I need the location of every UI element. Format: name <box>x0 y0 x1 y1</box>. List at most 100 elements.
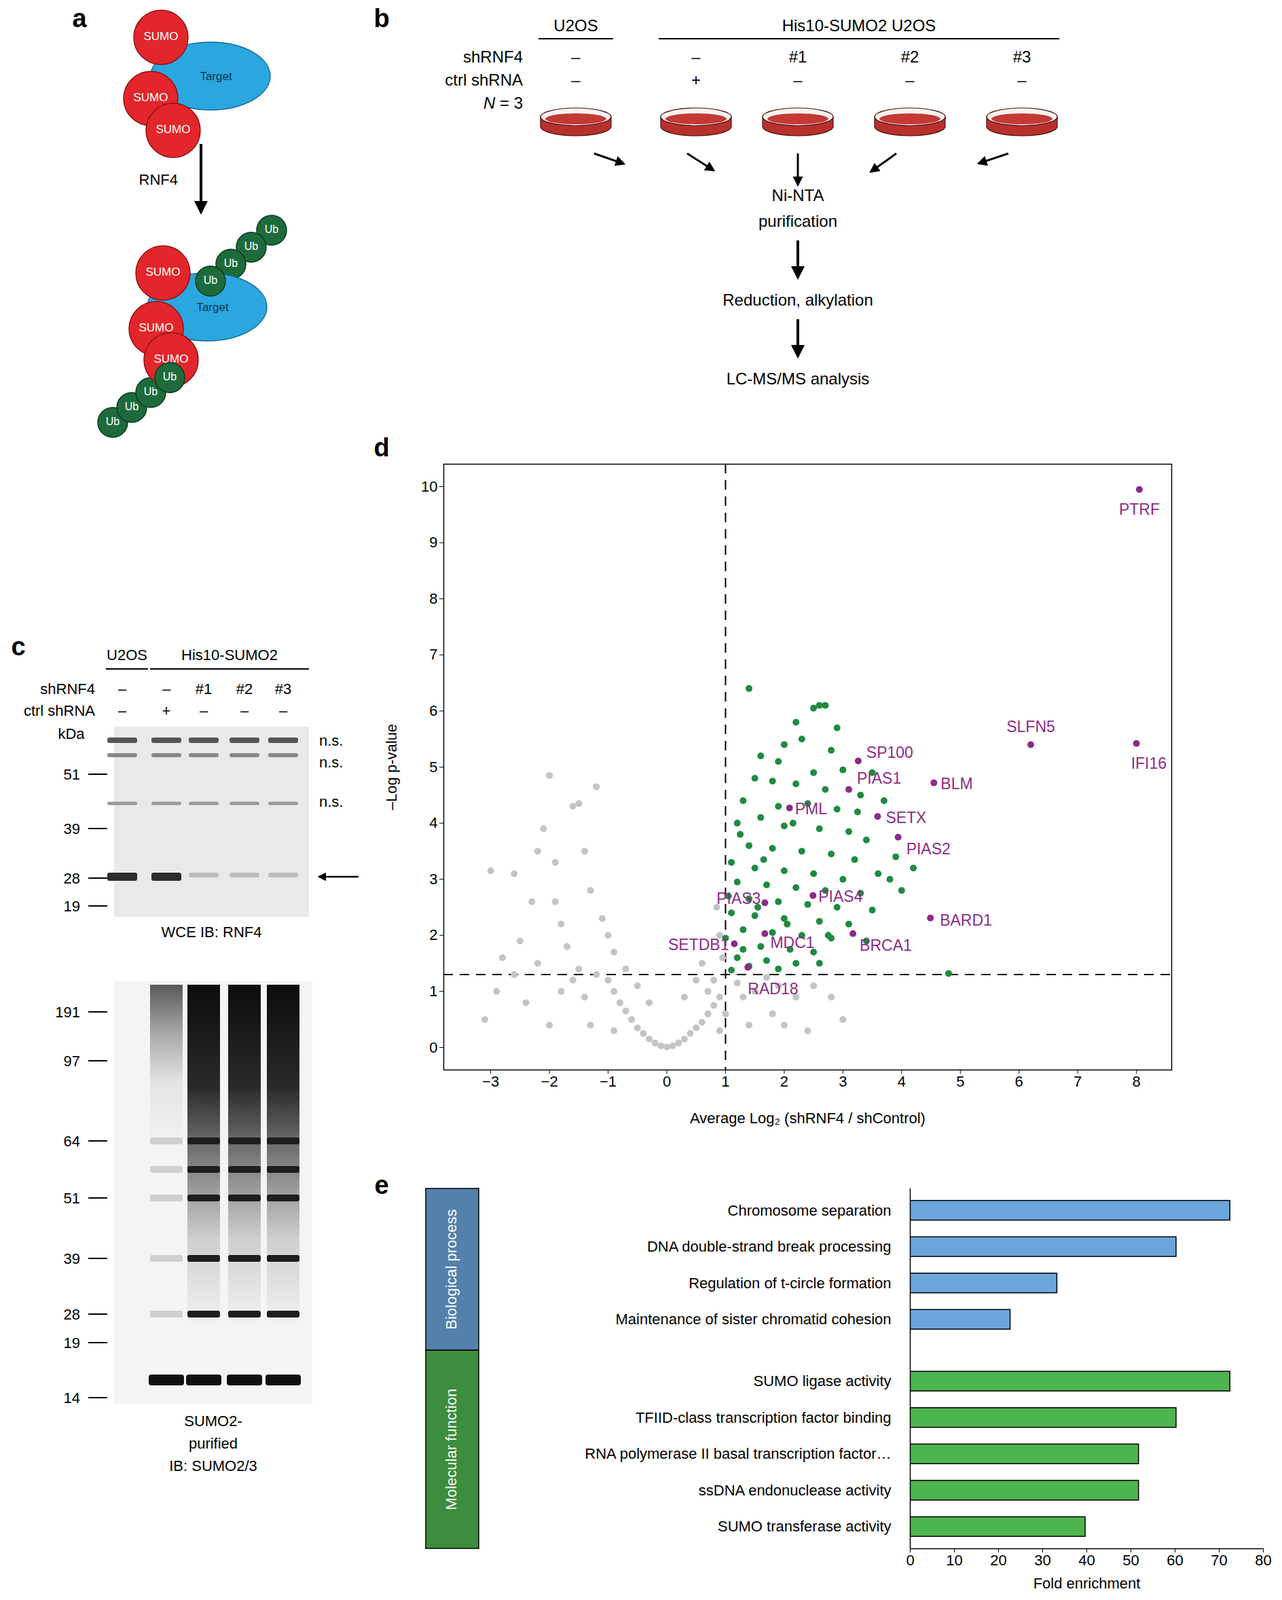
svg-text:SUMO: SUMO <box>139 321 174 335</box>
svg-text:3: 3 <box>429 870 438 888</box>
svg-text:Ub: Ub <box>203 274 218 286</box>
svg-text:8: 8 <box>429 590 438 608</box>
svg-text:c: c <box>10 632 26 661</box>
svg-text:#1: #1 <box>789 47 808 66</box>
svg-text:30: 30 <box>1034 1551 1051 1569</box>
svg-text:a: a <box>71 4 87 33</box>
svg-text:Ub: Ub <box>244 240 259 252</box>
svg-text:–: – <box>571 47 581 66</box>
svg-text:d: d <box>373 433 390 462</box>
svg-text:SUMO transferase activity: SUMO transferase activity <box>717 1517 892 1535</box>
svg-text:–: – <box>240 702 250 720</box>
svg-text:SLFN5: SLFN5 <box>1006 717 1056 736</box>
svg-text:−2: −2 <box>541 1072 559 1090</box>
svg-text:b: b <box>373 4 390 33</box>
svg-text:His10-SUMO2: His10-SUMO2 <box>181 646 278 664</box>
svg-text:IB: SUMO2/3: IB: SUMO2/3 <box>169 1457 258 1475</box>
svg-text:–: – <box>905 70 915 89</box>
svg-text:BARD1: BARD1 <box>939 911 993 929</box>
svg-text:39: 39 <box>63 1250 81 1268</box>
svg-text:–: – <box>793 70 803 89</box>
svg-text:Ub: Ub <box>224 257 239 269</box>
svg-text:–: – <box>691 47 701 66</box>
svg-text:39: 39 <box>63 820 81 838</box>
svg-text:6: 6 <box>1015 1072 1024 1090</box>
svg-text:WCE IB: RNF4: WCE IB: RNF4 <box>161 923 263 941</box>
svg-text:SETDB1: SETDB1 <box>668 935 729 954</box>
svg-text:#2: #2 <box>236 680 253 698</box>
svg-text:−1: −1 <box>599 1072 617 1090</box>
svg-text:10: 10 <box>420 478 438 496</box>
svg-text:SUMO: SUMO <box>145 265 181 279</box>
svg-text:50: 50 <box>1122 1551 1139 1569</box>
svg-text:0: 0 <box>662 1072 671 1090</box>
svg-text:RAD18: RAD18 <box>747 979 798 998</box>
svg-text:80: 80 <box>1254 1551 1272 1569</box>
svg-text:–: – <box>1017 70 1027 89</box>
svg-text:DNA double-strand break proces: DNA double-strand break processing <box>647 1237 892 1255</box>
svg-text:U2OS: U2OS <box>553 16 598 35</box>
svg-text:SETX: SETX <box>885 808 927 827</box>
svg-text:5: 5 <box>429 758 438 776</box>
svg-text:–: – <box>571 70 581 89</box>
svg-text:#2: #2 <box>901 47 920 66</box>
svg-text:–: – <box>162 680 172 698</box>
svg-text:–: – <box>199 702 209 720</box>
svg-text:Ub: Ub <box>143 385 159 398</box>
svg-text:ssDNA endonuclease activity: ssDNA endonuclease activity <box>698 1481 892 1499</box>
svg-text:PML: PML <box>795 799 828 818</box>
svg-text:+: + <box>691 70 701 89</box>
svg-text:RNA polymerase II basal transc: RNA polymerase II basal transcription fa… <box>584 1444 891 1462</box>
svg-text:Fold enrichment: Fold enrichment <box>1033 1574 1141 1592</box>
svg-text:#3: #3 <box>1013 47 1032 66</box>
svg-text:Ub: Ub <box>105 415 121 428</box>
svg-text:51: 51 <box>63 1189 81 1207</box>
svg-text:10: 10 <box>945 1551 963 1569</box>
svg-text:Ub: Ub <box>264 223 280 235</box>
svg-text:1: 1 <box>429 982 438 1000</box>
svg-text:Ub: Ub <box>162 370 178 383</box>
svg-text:64: 64 <box>63 1132 81 1150</box>
svg-text:14: 14 <box>63 1389 81 1407</box>
svg-text:SUMO2-: SUMO2- <box>184 1412 243 1430</box>
svg-text:Molecular function: Molecular function <box>442 1388 460 1511</box>
svg-text:Maintenance of sister chromati: Maintenance of sister chromatid cohesion <box>615 1310 892 1328</box>
svg-text:ctrl shRNA: ctrl shRNA <box>444 70 523 89</box>
svg-text:n.s.: n.s. <box>319 731 343 749</box>
svg-text:–: – <box>118 702 127 720</box>
svg-text:BLM: BLM <box>940 774 973 793</box>
svg-text:Average Log₂ (shRNF4 / shContr: Average Log₂ (shRNF4 / shControl) <box>689 1109 926 1127</box>
svg-text:kDa: kDa <box>57 725 85 743</box>
svg-text:Regulation of t-circle formati: Regulation of t-circle formation <box>688 1274 891 1292</box>
svg-text:Biological process: Biological process <box>442 1208 460 1329</box>
svg-text:60: 60 <box>1166 1551 1183 1569</box>
svg-text:U2OS: U2OS <box>106 646 148 664</box>
svg-text:Ub: Ub <box>203 274 218 286</box>
svg-text:–Log p-value: –Log p-value <box>382 723 400 811</box>
svg-text:6: 6 <box>429 702 438 720</box>
svg-text:TFIID-class transcription fact: TFIID-class transcription factor binding <box>635 1408 892 1426</box>
svg-text:7: 7 <box>429 645 438 663</box>
svg-text:5: 5 <box>956 1072 965 1090</box>
svg-text:−3: −3 <box>482 1072 500 1090</box>
svg-text:shRNF4: shRNF4 <box>463 47 523 66</box>
svg-text:purification: purification <box>758 211 838 231</box>
svg-text:PIAS2: PIAS2 <box>906 839 951 858</box>
svg-text:9: 9 <box>429 533 438 551</box>
svg-text:MDC1: MDC1 <box>770 933 815 952</box>
svg-text:PIAS1: PIAS1 <box>856 769 902 787</box>
svg-text:Chromosome separation: Chromosome separation <box>727 1201 892 1219</box>
svg-text:7: 7 <box>1073 1072 1082 1090</box>
svg-text:N = 3: N = 3 <box>483 93 523 113</box>
svg-text:28: 28 <box>63 1305 81 1323</box>
svg-text:Ub: Ub <box>124 400 140 413</box>
svg-text:20: 20 <box>990 1551 1007 1569</box>
svg-text:IFI16: IFI16 <box>1131 754 1167 773</box>
svg-text:1: 1 <box>721 1072 730 1090</box>
svg-text:SUMO: SUMO <box>143 29 179 43</box>
svg-text:BRCA1: BRCA1 <box>859 936 912 955</box>
svg-text:His10-SUMO2 U2OS: His10-SUMO2 U2OS <box>782 16 937 35</box>
svg-text:–: – <box>118 680 127 698</box>
svg-text:70: 70 <box>1210 1551 1227 1569</box>
svg-text:Ub: Ub <box>162 370 178 383</box>
